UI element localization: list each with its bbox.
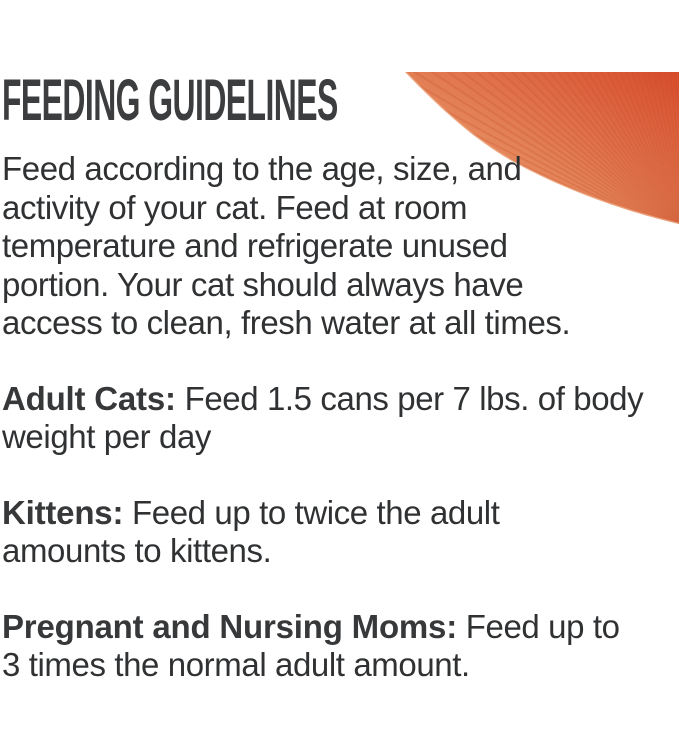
pregnant-nursing-guideline: Pregnant and Nursing Moms: Feed up to 3 … [2, 608, 679, 685]
intro-paragraph: Feed according to the age, size, and act… [2, 150, 679, 343]
adult-cats-guideline: Adult Cats: Feed 1.5 cans per 7 lbs. of … [2, 380, 679, 457]
feeding-guidelines-label: { "title": "FEEDING GUIDELINES", "sectio… [0, 72, 679, 755]
kittens-guideline: Kittens: Feed up to twice the adult amou… [2, 494, 679, 571]
kittens-label: Kittens: [2, 494, 123, 531]
pregnant-nursing-label: Pregnant and Nursing Moms: [2, 608, 457, 645]
adult-cats-label: Adult Cats: [2, 380, 176, 417]
intro-text: Feed according to the age, size, and act… [2, 150, 570, 341]
feeding-guidelines-panel: FEEDING GUIDELINES Feed according to the… [0, 72, 679, 685]
page-title: FEEDING GUIDELINES [2, 72, 679, 130]
page-title-text: FEEDING GUIDELINES [2, 72, 338, 130]
